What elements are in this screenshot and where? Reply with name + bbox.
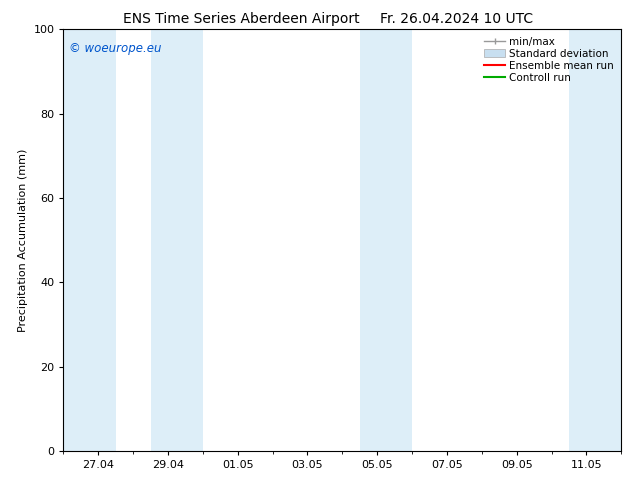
Bar [63, 29, 115, 451]
Legend: min/max, Standard deviation, Ensemble mean run, Controll run: min/max, Standard deviation, Ensemble me… [482, 35, 616, 85]
Text: ENS Time Series Aberdeen Airport: ENS Time Series Aberdeen Airport [122, 12, 359, 26]
Bar [359, 29, 412, 451]
Text: © woeurope.eu: © woeurope.eu [69, 42, 162, 55]
Y-axis label: Precipitation Accumulation (mm): Precipitation Accumulation (mm) [18, 148, 28, 332]
Bar [150, 29, 203, 451]
Bar [569, 29, 621, 451]
Text: Fr. 26.04.2024 10 UTC: Fr. 26.04.2024 10 UTC [380, 12, 533, 26]
